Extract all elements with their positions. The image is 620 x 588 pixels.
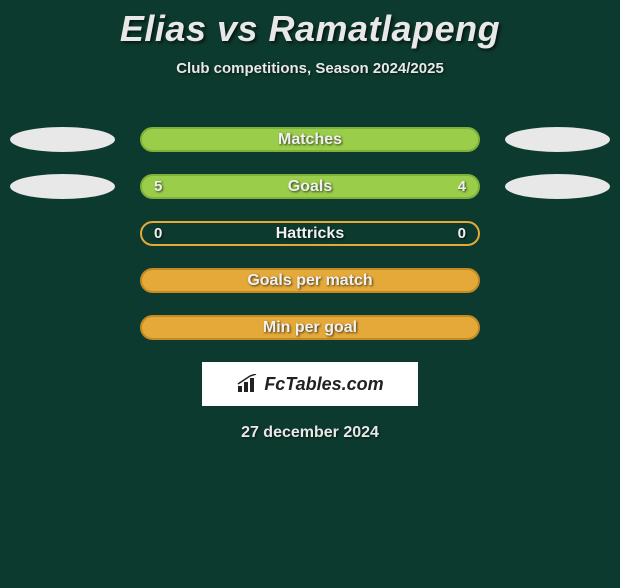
ellipse-right-goals (505, 174, 610, 199)
snapshot-date: 27 december 2024 (0, 424, 620, 442)
chart-icon (236, 374, 260, 394)
stat-left-value: 0 (154, 225, 162, 242)
competition-subtitle: Club competitions, Season 2024/2025 (0, 60, 620, 77)
fctables-logo: FcTables.com (202, 362, 418, 406)
stat-bar-hattricks: 0 0 Hattricks (140, 221, 480, 246)
stat-bar-goals: 5 4 Goals (140, 174, 480, 199)
stat-row-mpg: Min per goal (0, 315, 620, 340)
stat-row-matches: Matches (0, 127, 620, 152)
stat-row-gpm: Goals per match (0, 268, 620, 293)
stat-row-hattricks: 0 0 Hattricks (0, 221, 620, 246)
ellipse-left-matches (10, 127, 115, 152)
stat-bar-gpm: Goals per match (140, 268, 480, 293)
comparison-container: Matches 5 4 Goals 0 0 Hattricks (0, 127, 620, 340)
logo-text: FcTables.com (264, 374, 383, 395)
stat-left-value: 5 (154, 178, 162, 195)
ellipse-left-goals (10, 174, 115, 199)
stat-bar-matches: Matches (140, 127, 480, 152)
stat-right-value: 0 (458, 225, 466, 242)
stat-row-goals: 5 4 Goals (0, 174, 620, 199)
stat-bar-mpg: Min per goal (140, 315, 480, 340)
ellipse-right-matches (505, 127, 610, 152)
page-title: Elias vs Ramatlapeng (0, 8, 620, 50)
stat-right-value: 4 (458, 178, 466, 195)
